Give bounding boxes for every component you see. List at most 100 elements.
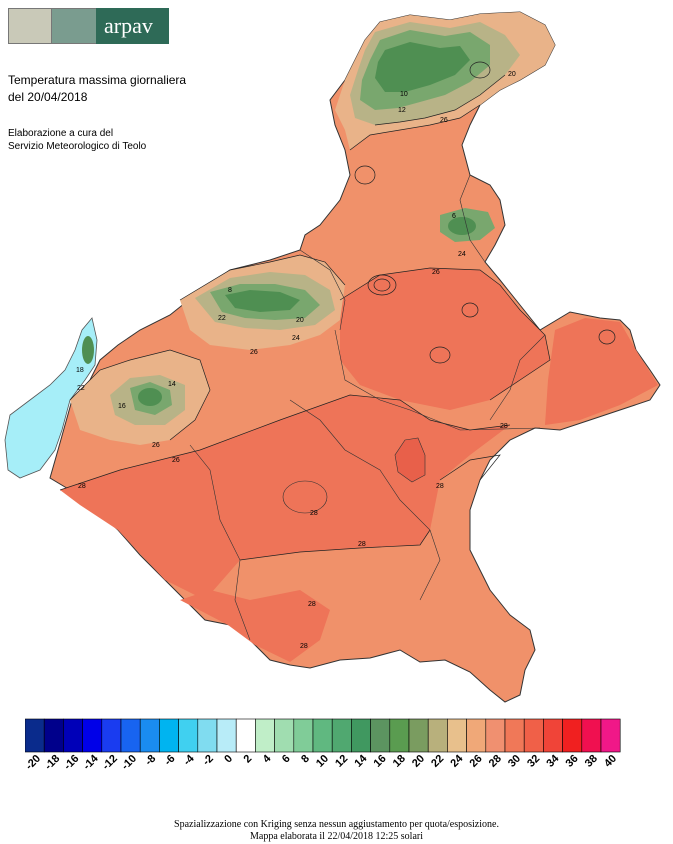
contour-label: 28 [78,483,86,490]
lake-garda [4,317,98,479]
temperature-map: 28 28 28 28 28 28 28 26 26 26 26 26 24 2… [4,11,661,703]
scale-swatch [82,718,103,753]
scale-swatch [255,718,275,753]
contour-label: 20 [296,317,304,324]
scale-label: -14 [81,752,101,772]
scale-swatch [159,718,179,753]
scale-label: -10 [119,753,139,773]
footer-line-1: Spazializzazione con Kriging senza nessu… [174,819,499,830]
scale-label: 20 [410,753,427,770]
scale-swatch [427,718,448,753]
scale-label: 32 [525,753,542,770]
scale-label: 2 [242,753,255,766]
scale-swatch [389,718,410,753]
scale-swatch [523,718,544,753]
scale-swatch [274,718,295,753]
scale-label: 16 [372,753,389,770]
zone-hot-spot [394,437,426,483]
scale-label: 34 [544,752,562,770]
contour-label: 28 [358,541,366,548]
scale-label: -20 [25,753,43,773]
arpav-logo: arpav [8,8,169,44]
contour-label: 26 [432,269,440,276]
scale-swatch [216,718,237,753]
title-line-2: del 20/04/2018 [8,90,88,104]
logo-text: arpav [96,8,169,44]
contour-label: 26 [172,457,180,464]
contour-label: 28 [500,423,508,430]
scale-label: 28 [487,753,504,770]
scale-label: 8 [299,753,312,766]
scale-label: 10 [314,753,331,770]
scale-label: -4 [181,752,197,768]
scale-label: 6 [280,753,293,766]
scale-label: -2 [201,753,216,768]
scale-label: 40 [602,753,619,770]
scale-swatch [25,718,45,753]
contour-label: 16 [118,403,126,410]
scale-swatch [600,718,621,753]
credit-line-2: Servizio Meteorologico di Teolo [8,141,147,152]
contour-label: 26 [152,442,160,449]
scale-swatch [139,718,160,753]
credit-block: Elaborazione a cura del Servizio Meteoro… [8,127,146,153]
contour-label: 24 [292,335,300,342]
scale-swatch [447,718,467,753]
lion-emblem-icon [8,8,52,44]
contour-label: 6 [452,213,456,220]
credit-line-1: Elaborazione a cura del [8,128,114,139]
scale-label: -6 [162,753,177,768]
scale-swatch [543,718,563,753]
color-scale-legend: -20 -18 -16 -14 -12 -10 -8 -6 -4 -2 0 2 4 6 8 10 12 14 16 1… [25,718,621,772]
scale-label: 26 [468,753,485,770]
contour-label: 24 [458,251,466,258]
zone-coldest-west [225,290,300,312]
scale-label: 36 [564,753,581,770]
scale-label: 22 [429,753,446,770]
contour-label: 22 [77,385,85,392]
scale-swatches [25,718,621,753]
footer-notes: Spazializzazione con Kriging senza nessu… [0,819,673,843]
scale-label: 38 [583,753,600,770]
scale-swatch [312,718,333,753]
scale-labels: -20 -18 -16 -14 -12 -10 -8 -6 -4 -2 0 2 4 6 8 10 12 14 16 1… [25,752,619,772]
contour-label: 28 [300,643,308,650]
scale-label: 4 [261,752,274,765]
wave-mark-icon [52,8,96,44]
scale-swatch [63,718,83,753]
zone-coldest-east [448,217,476,235]
zone-warmest-southwest [180,590,330,662]
scale-swatch [120,718,141,753]
scale-label: -18 [43,753,63,773]
contour-lines [59,61,616,561]
contour-label: 14 [168,381,176,388]
contour-label: 20 [508,71,516,78]
scale-label: 30 [506,753,523,770]
zone-coldest-garda [138,388,162,406]
contour-label: 26 [250,349,258,356]
contour-label: 8 [228,287,232,294]
scale-swatch [504,718,525,753]
map-title: Temperatura massima giornaliera del 20/0… [8,72,186,106]
scale-swatch [331,718,352,753]
contour-label: 28 [436,483,444,490]
scale-swatch [466,718,487,753]
zone-coldest-north [375,42,470,92]
scale-swatch [408,718,429,753]
scale-swatch [43,718,64,753]
scale-swatch [485,718,506,753]
scale-label: -12 [100,753,120,773]
zone-warmest-east [545,318,658,425]
zone-hot-spot-small [282,480,328,514]
scale-swatch [293,718,314,753]
scale-swatch [178,718,199,753]
scale-swatch [235,718,256,753]
scale-label: -16 [62,753,82,773]
contour-label: 26 [440,117,448,124]
scale-label: 0 [222,753,235,766]
footer-line-2: Mappa elaborata il 22/04/2018 12:25 sola… [249,831,424,842]
scale-label: 18 [391,753,408,770]
scale-swatch [197,718,218,753]
scale-swatch [581,718,602,753]
scale-label: 12 [333,753,350,770]
